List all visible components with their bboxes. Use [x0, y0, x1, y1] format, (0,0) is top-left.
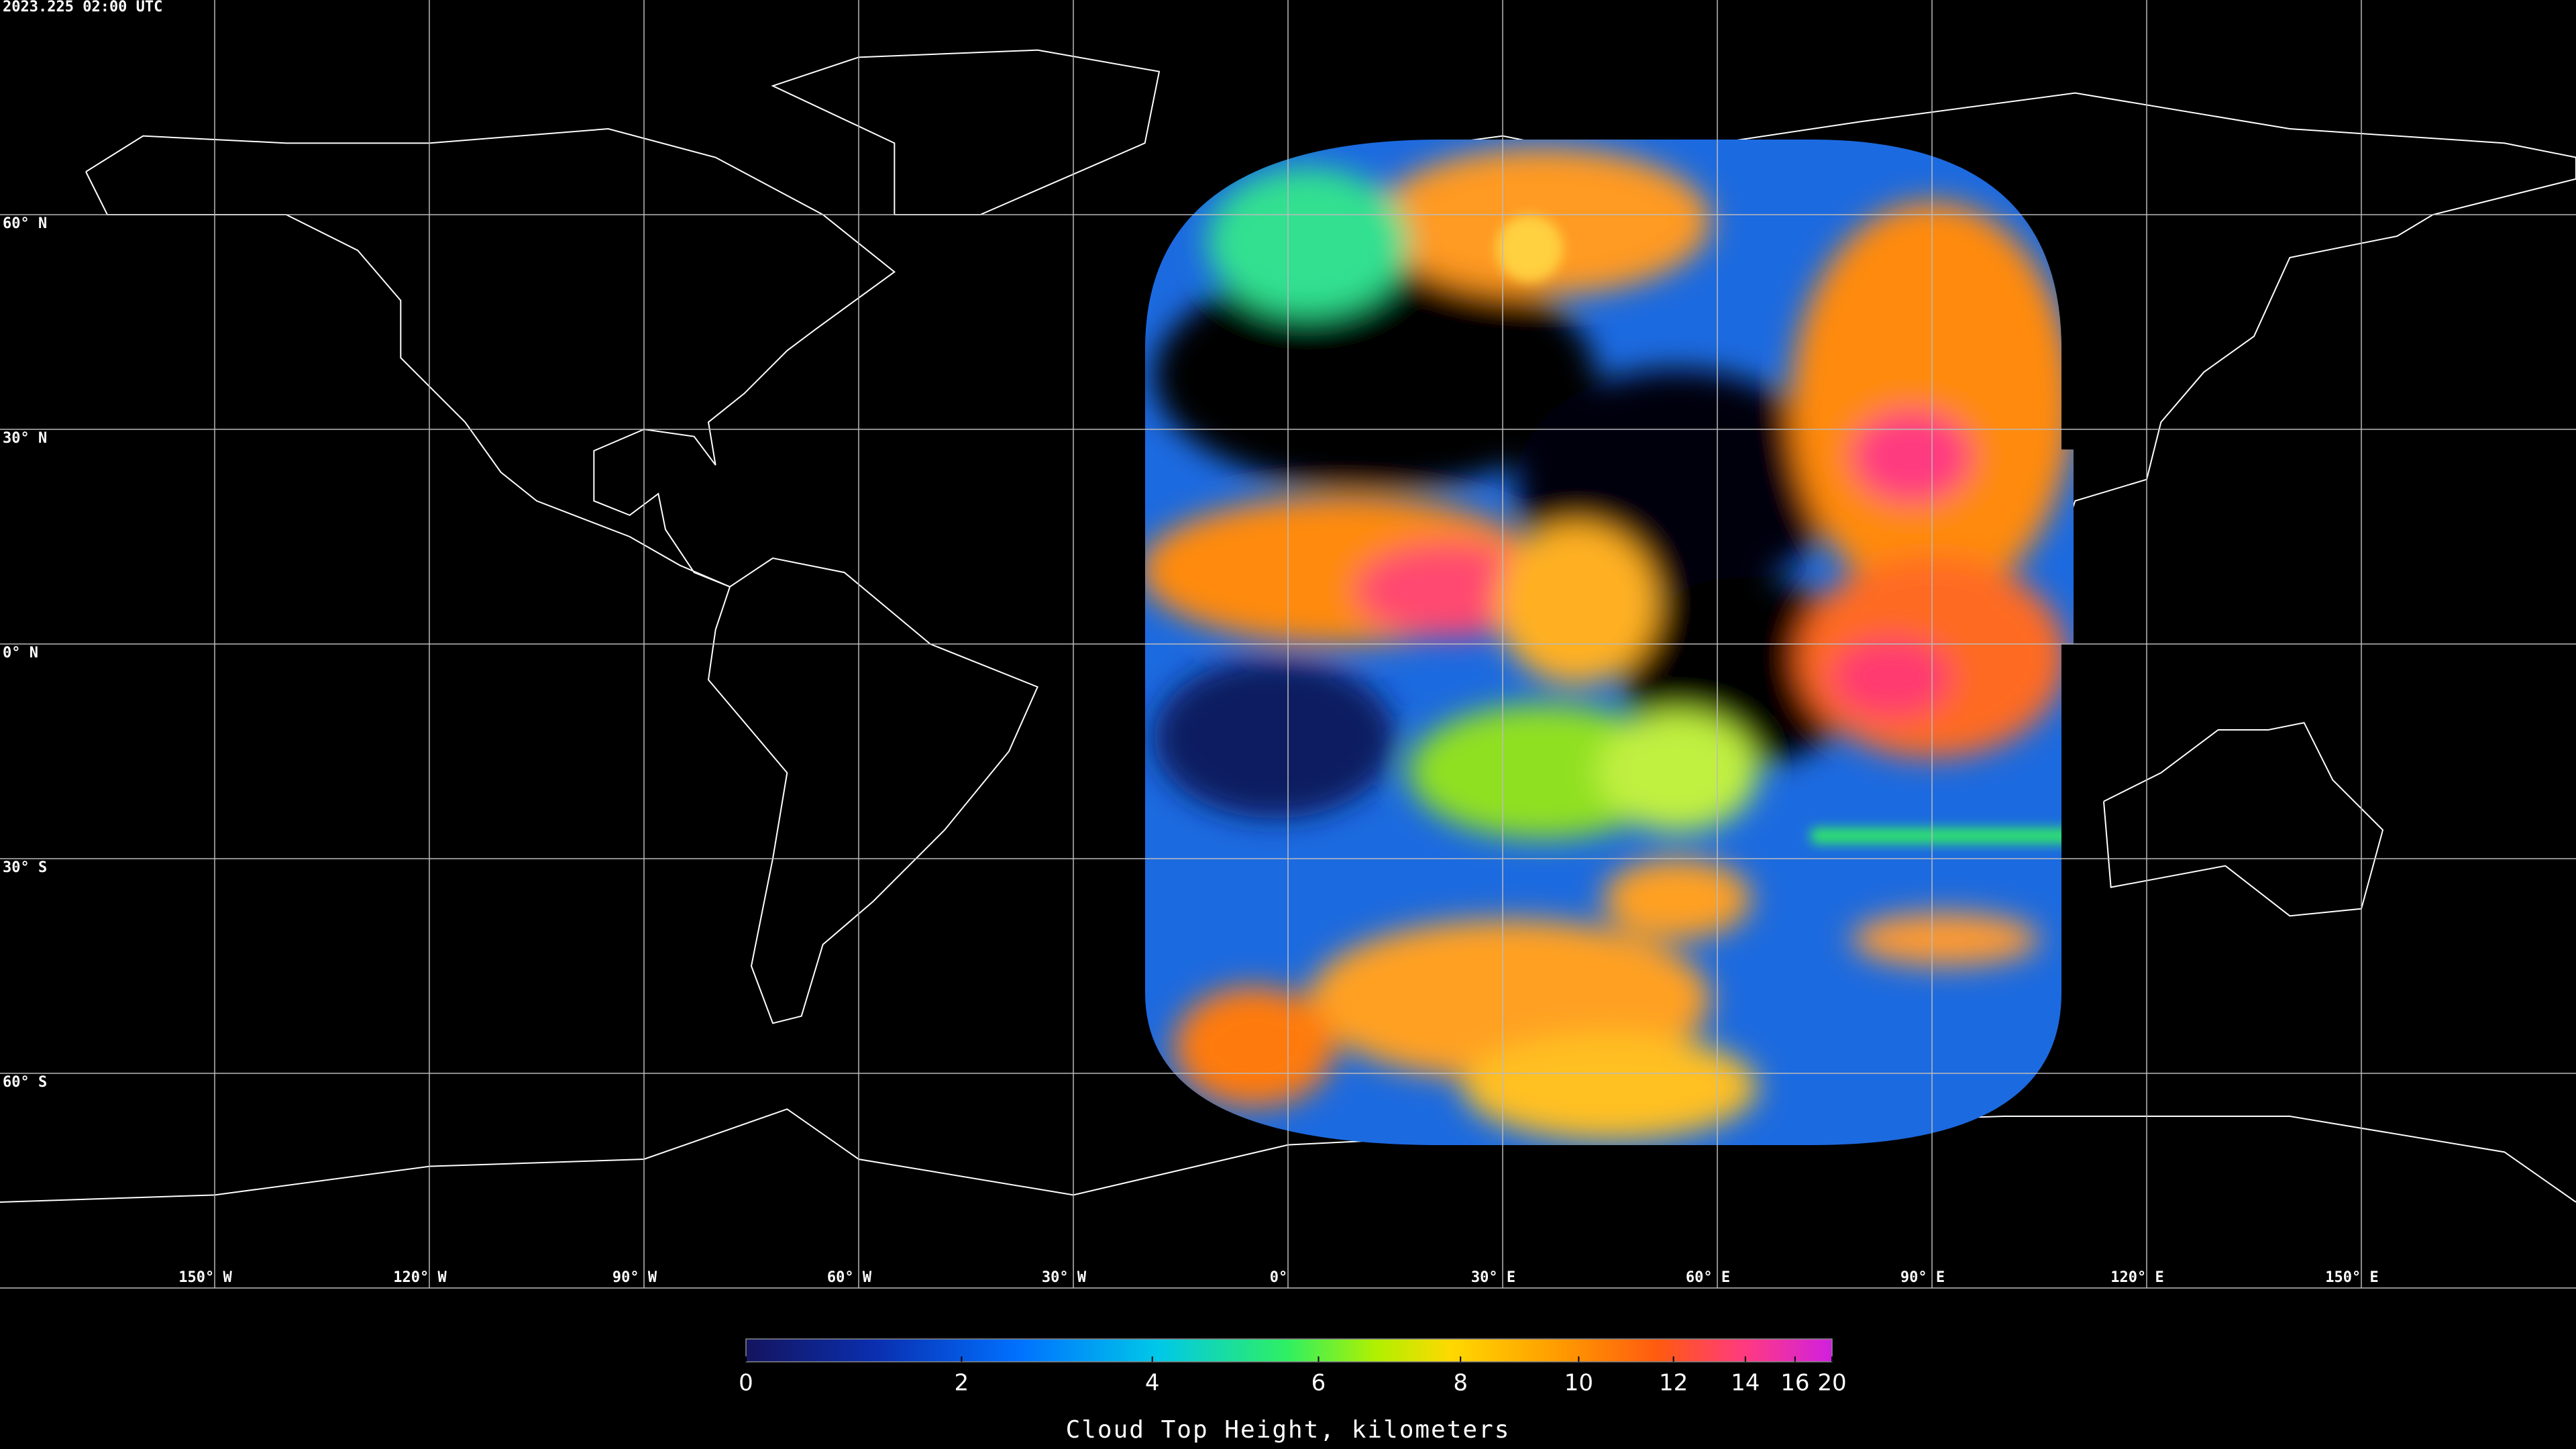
longitude-label: 90° W: [612, 1269, 657, 1286]
colorbar-ramp: [745, 1338, 1833, 1362]
longitude-label: 60° E: [1686, 1269, 1730, 1286]
longitude-label: 60° W: [827, 1269, 872, 1286]
latitude-label: 30° S: [3, 859, 47, 876]
longitude-label: 150° E: [2325, 1269, 2378, 1286]
colorbar-tick-label: 16: [1780, 1370, 1809, 1397]
longitude-label: 90° E: [1900, 1269, 1945, 1286]
latitude-label: 30° N: [3, 430, 47, 447]
longitude-label: 0°: [1270, 1269, 1288, 1286]
coastline: [0, 1108, 2576, 1203]
colorbar-tick-label: 20: [1817, 1370, 1846, 1397]
colorbar-tick-label: 0: [739, 1370, 753, 1397]
longitude-label: 30° W: [1042, 1269, 1087, 1286]
grid-labels: 60° N 30° N 0° N 30° S 60° S 150° W 120° W 90° …: [3, 215, 2379, 1286]
colorbar-tick-label: 14: [1731, 1370, 1760, 1397]
colorbar-label: Cloud Top Height, kilometers: [1066, 1416, 1511, 1444]
coastline: [2103, 722, 2384, 917]
coastline: [771, 49, 1161, 215]
latitude-label: 0° N: [3, 645, 38, 661]
longitude-label: 30° E: [1471, 1269, 1515, 1286]
longitude-label: 120° E: [2110, 1269, 2163, 1286]
colorbar-tick-label: 8: [1453, 1370, 1468, 1397]
cloud-streak: [1811, 828, 2074, 843]
cloud-swirl: [1496, 215, 1563, 282]
colorbar: 0 2 4 6 8 10 12 14 16 20: [739, 1338, 1847, 1397]
latitude-label: 60° N: [3, 215, 47, 232]
latitude-label: 60° S: [3, 1074, 47, 1091]
colorbar-tick-label: 2: [955, 1370, 969, 1397]
colorbar-tick-label: 4: [1145, 1370, 1160, 1397]
longitude-label: 150° W: [178, 1269, 232, 1286]
longitude-label: 120° W: [393, 1269, 447, 1286]
colorbar-tick-label: 12: [1659, 1370, 1688, 1397]
graticule: [0, 0, 2576, 1289]
coastline: [85, 127, 896, 588]
coastline: [707, 557, 1039, 1024]
colorbar-tick-label: 6: [1311, 1370, 1326, 1397]
colorbar-tick-label: 10: [1564, 1370, 1593, 1397]
timestamp: 2023.225 02:00 UTC: [3, 0, 162, 15]
